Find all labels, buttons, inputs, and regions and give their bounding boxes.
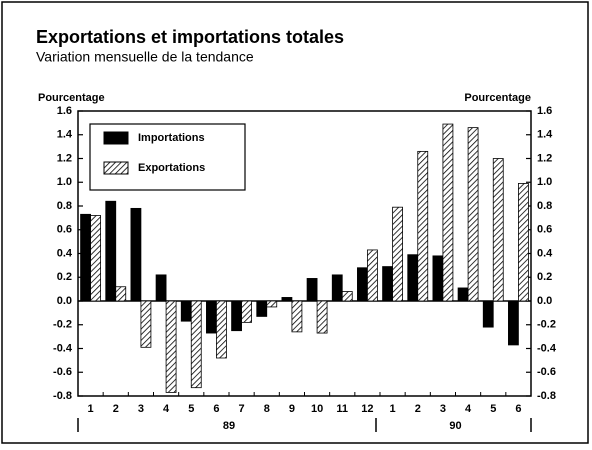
y-axis-label: Pourcentage	[38, 92, 105, 104]
y-tick-label: 1.0	[57, 176, 72, 188]
y2-tick-label: 0.4	[537, 247, 553, 259]
bar	[482, 300, 494, 328]
bar	[256, 300, 268, 317]
bar	[382, 266, 393, 302]
bar	[457, 287, 469, 302]
y2-tick-label: -0.2	[537, 319, 556, 331]
bar	[216, 300, 227, 359]
y-tick-label: 0.2	[57, 271, 72, 283]
x-tick-label: 5	[188, 403, 194, 415]
y2-tick-label: 1.6	[537, 105, 552, 117]
legend-label: Exportations	[138, 162, 205, 174]
y2-tick-label: 0.6	[537, 224, 552, 236]
x-tick-label: 9	[289, 403, 295, 415]
bar	[80, 213, 91, 302]
bar	[331, 274, 343, 302]
bar	[130, 207, 142, 302]
bar	[231, 300, 242, 332]
y2-tick-label: 1.2	[537, 152, 552, 164]
legend-swatch	[103, 131, 129, 145]
bar	[467, 127, 479, 302]
bar	[341, 291, 353, 302]
chart-title: Exportations et importations totales	[36, 27, 344, 47]
bar	[266, 300, 278, 308]
y2-tick-label: 1.4	[537, 129, 553, 141]
x-tick-label: 3	[138, 403, 144, 415]
y-tick-label: 0.8	[57, 200, 72, 212]
x-tick-label: 4	[163, 403, 170, 415]
y-tick-label: 0.6	[57, 224, 72, 236]
x-tick-label: 2	[415, 403, 421, 415]
bar	[442, 123, 454, 302]
x-tick-label: 1	[88, 403, 94, 415]
chart-subtitle: Variation mensuelle de la tendance	[36, 49, 254, 65]
bar	[518, 183, 529, 302]
bar	[291, 300, 303, 333]
bar	[165, 300, 177, 393]
x-tick-label: 5	[490, 403, 496, 415]
y2-axis-label: Pourcentage	[464, 92, 531, 104]
bar	[140, 300, 152, 348]
bar	[180, 300, 192, 322]
bar	[206, 300, 217, 334]
bar	[115, 286, 127, 302]
bar	[392, 206, 403, 302]
y-tick-label: -0.2	[53, 319, 72, 331]
x-tick-label: 6	[515, 403, 521, 415]
y-tick-label: 0.0	[57, 295, 72, 307]
bar	[367, 249, 378, 302]
legend-label: Importations	[138, 132, 205, 144]
bar	[90, 215, 101, 302]
y2-tick-label: -0.8	[537, 390, 556, 402]
x-tick-label: 10	[311, 403, 323, 415]
y-tick-label: 1.2	[57, 152, 72, 164]
group-label: 89	[223, 420, 235, 432]
y-tick-label: 1.4	[57, 129, 73, 141]
y2-tick-label: 0.0	[537, 295, 552, 307]
y2-tick-label: 1.0	[537, 176, 552, 188]
x-tick-label: 7	[239, 403, 245, 415]
x-tick-label: 2	[113, 403, 119, 415]
legend-swatch	[103, 161, 129, 175]
bar	[241, 300, 252, 323]
bar	[155, 274, 167, 302]
bar	[417, 150, 429, 302]
y2-tick-label: 0.8	[537, 200, 552, 212]
bar	[407, 254, 419, 302]
y-tick-label: 0.4	[57, 247, 73, 259]
x-tick-label: 11	[336, 403, 348, 415]
bar	[357, 267, 368, 302]
bar	[492, 158, 504, 302]
y2-tick-label: -0.4	[537, 342, 557, 354]
y-tick-label: -0.4	[53, 342, 73, 354]
y2-tick-label: -0.6	[537, 366, 556, 378]
x-tick-label: 4	[465, 403, 472, 415]
frame	[1, 1, 589, 444]
x-tick-label: 1	[390, 403, 396, 415]
x-tick-label: 12	[361, 403, 373, 415]
x-tick-label: 3	[440, 403, 446, 415]
x-tick-label: 6	[213, 403, 219, 415]
bar	[316, 300, 328, 334]
bar	[105, 200, 117, 302]
x-tick-label: 8	[264, 403, 270, 415]
y-tick-label: -0.8	[53, 390, 72, 402]
bar	[432, 255, 444, 302]
group-label: 90	[449, 420, 461, 432]
bar	[508, 300, 519, 346]
bar	[190, 300, 202, 389]
bar	[306, 278, 318, 302]
y2-tick-label: 0.2	[537, 271, 552, 283]
y-tick-label: -0.6	[53, 366, 72, 378]
bar	[281, 297, 293, 302]
y-tick-label: 1.6	[57, 105, 72, 117]
